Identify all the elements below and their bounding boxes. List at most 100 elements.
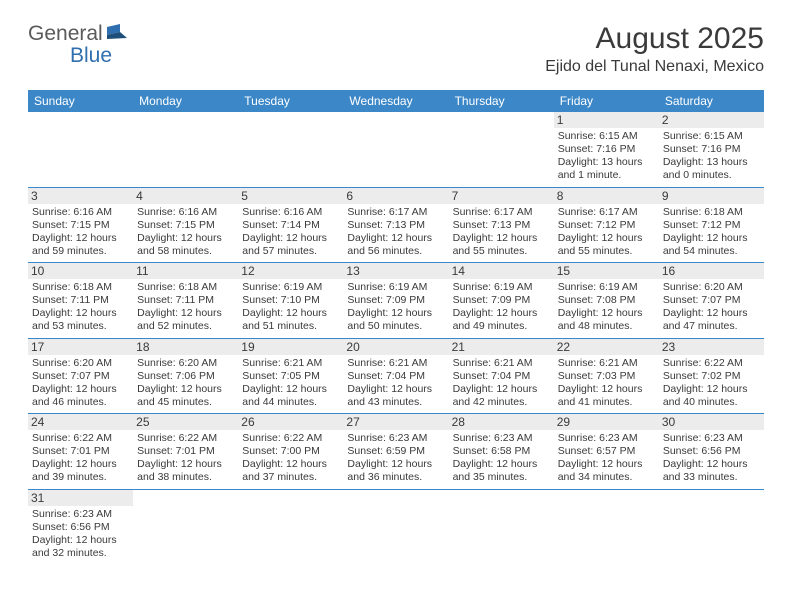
- calendar-cell: 22Sunrise: 6:21 AMSunset: 7:03 PMDayligh…: [554, 338, 659, 414]
- day-details: Sunrise: 6:17 AMSunset: 7:12 PMDaylight:…: [558, 206, 655, 259]
- calendar-cell: 13 Sunrise: 6:19 AMSunset: 7:09 PMDayligh…: [343, 263, 448, 339]
- calendar-cell: 15Sunrise: 6:19 AMSunset: 7:08 PMDayligh…: [554, 263, 659, 339]
- calendar-row: 3Sunrise: 6:16 AMSunset: 7:15 PMDaylight…: [28, 187, 764, 263]
- day-details: Sunrise: 6:18 AMSunset: 7:11 PMDaylight:…: [32, 281, 129, 334]
- day-number: 28: [449, 414, 554, 430]
- month-title: August 2025: [545, 22, 764, 56]
- calendar-row: 24Sunrise: 6:22 AMSunset: 7:01 PMDayligh…: [28, 414, 764, 490]
- day-details: Sunrise: 6:17 AMSunset: 7:13 PMDaylight:…: [347, 206, 444, 259]
- day-number: 15: [554, 263, 659, 279]
- day-number: 17: [28, 339, 133, 355]
- day-details: Sunrise: 6:19 AMSunset: 7:09 PMDaylight:…: [347, 281, 444, 334]
- day-details: Sunrise: 6:16 AMSunset: 7:14 PMDaylight:…: [242, 206, 339, 259]
- day-number: 26: [238, 414, 343, 430]
- day-number: 6: [343, 188, 448, 204]
- day-details: Sunrise: 6:20 AMSunset: 7:06 PMDaylight:…: [137, 357, 234, 410]
- logo-text-general: General: [28, 22, 103, 46]
- calendar-cell: 30 Sunrise: 6:23 AMSunset: 6:56 PMDayligh…: [659, 414, 764, 490]
- day-details: Sunrise: 6:18 AMSunset: 7:11 PMDaylight:…: [137, 281, 234, 334]
- calendar-cell: 23 Sunrise: 6:22 AMSunset: 7:02 PMDayligh…: [659, 338, 764, 414]
- logo-text-blue: Blue: [70, 44, 112, 68]
- calendar-cell: [343, 489, 448, 564]
- day-number: 10: [28, 263, 133, 279]
- calendar-cell: [449, 489, 554, 564]
- calendar-row: 10Sunrise: 6:18 AMSunset: 7:11 PMDayligh…: [28, 263, 764, 339]
- day-number: 1: [554, 112, 659, 128]
- calendar-row: 1Sunrise: 6:15 AMSunset: 7:16 PMDaylight…: [28, 112, 764, 187]
- calendar-row: 17 Sunrise: 6:20 AMSunset: 7:07 PMDayligh…: [28, 338, 764, 414]
- logo: General Blue: [28, 22, 131, 46]
- day-details: Sunrise: 6:22 AMSunset: 7:01 PMDaylight:…: [32, 432, 129, 485]
- day-number: 25: [133, 414, 238, 430]
- day-details: Sunrise: 6:23 AMSunset: 6:59 PMDaylight:…: [347, 432, 444, 485]
- day-number: 18: [133, 339, 238, 355]
- calendar-cell: [133, 489, 238, 564]
- day-details: Sunrise: 6:19 AMSunset: 7:10 PMDaylight:…: [242, 281, 339, 334]
- day-number: 7: [449, 188, 554, 204]
- calendar-cell: 1 Sunrise: 6:15 AMSunset: 7:16 PMDaylight…: [554, 112, 659, 187]
- day-number: 29: [554, 414, 659, 430]
- day-number: 23: [659, 339, 764, 355]
- calendar-cell: 14 Sunrise: 6:19 AMSunset: 7:09 PMDayligh…: [449, 263, 554, 339]
- calendar-cell: [28, 112, 133, 187]
- day-number: 22: [554, 339, 659, 355]
- calendar-cell: 7 Sunrise: 6:17 AMSunset: 7:13 PMDaylight…: [449, 187, 554, 263]
- title-block: August 2025 Ejido del Tunal Nenaxi, Mexi…: [545, 22, 764, 76]
- calendar-cell: 6 Sunrise: 6:17 AMSunset: 7:13 PMDaylight…: [343, 187, 448, 263]
- day-details: Sunrise: 6:22 AMSunset: 7:00 PMDaylight:…: [242, 432, 339, 485]
- calendar-cell: 12 Sunrise: 6:19 AMSunset: 7:10 PMDayligh…: [238, 263, 343, 339]
- day-number: 3: [28, 188, 133, 204]
- calendar-cell: 10 Sunrise: 6:18 AMSunset: 7:11 PMDayligh…: [28, 263, 133, 339]
- day-details: Sunrise: 6:18 AMSunset: 7:12 PMDaylight:…: [663, 206, 760, 259]
- day-header: Friday: [554, 90, 659, 112]
- day-details: Sunrise: 6:20 AMSunset: 7:07 PMDaylight:…: [32, 357, 129, 410]
- day-number: 12: [238, 263, 343, 279]
- day-details: Sunrise: 6:21 AMSunset: 7:04 PMDaylight:…: [347, 357, 444, 410]
- location: Ejido del Tunal Nenaxi, Mexico: [545, 58, 764, 76]
- calendar-cell: 8 Sunrise: 6:17 AMSunset: 7:12 PMDaylight…: [554, 187, 659, 263]
- day-number: 9: [659, 188, 764, 204]
- day-number: 20: [343, 339, 448, 355]
- calendar-table: Sunday Monday Tuesday Wednesday Thursday…: [28, 90, 764, 564]
- day-details: Sunrise: 6:21 AMSunset: 7:05 PMDaylight:…: [242, 357, 339, 410]
- header: General Blue August 2025 Ejido del Tunal…: [0, 0, 792, 84]
- calendar-cell: 3 Sunrise: 6:16 AMSunset: 7:15 PMDaylight…: [28, 187, 133, 263]
- day-details: Sunrise: 6:15 AMSunset: 7:16 PMDaylight:…: [558, 130, 655, 183]
- calendar-cell: 21 Sunrise: 6:21 AMSunset: 7:04 PMDayligh…: [449, 338, 554, 414]
- calendar-cell: 18 Sunrise: 6:20 AMSunset: 7:06 PMDayligh…: [133, 338, 238, 414]
- day-details: Sunrise: 6:23 AMSunset: 6:56 PMDaylight:…: [32, 508, 129, 561]
- day-number: 30: [659, 414, 764, 430]
- day-details: Sunrise: 6:16 AMSunset: 7:15 PMDaylight:…: [137, 206, 234, 259]
- calendar-cell: [238, 489, 343, 564]
- calendar-cell: 11 Sunrise: 6:18 AMSunset: 7:11 PMDayligh…: [133, 263, 238, 339]
- day-header: Sunday: [28, 90, 133, 112]
- calendar-cell: [554, 489, 659, 564]
- day-header: Tuesday: [238, 90, 343, 112]
- calendar-cell: 25Sunrise: 6:22 AMSunset: 7:01 PMDayligh…: [133, 414, 238, 490]
- day-details: Sunrise: 6:16 AMSunset: 7:15 PMDaylight:…: [32, 206, 129, 259]
- day-details: Sunrise: 6:23 AMSunset: 6:57 PMDaylight:…: [558, 432, 655, 485]
- calendar-cell: 9 Sunrise: 6:18 AMSunset: 7:12 PMDaylight…: [659, 187, 764, 263]
- day-number: 8: [554, 188, 659, 204]
- day-details: Sunrise: 6:22 AMSunset: 7:02 PMDaylight:…: [663, 357, 760, 410]
- day-details: Sunrise: 6:20 AMSunset: 7:07 PMDaylight:…: [663, 281, 760, 334]
- day-number: 21: [449, 339, 554, 355]
- day-number: 16: [659, 263, 764, 279]
- calendar-cell: [133, 112, 238, 187]
- day-number: 11: [133, 263, 238, 279]
- calendar-cell: 19Sunrise: 6:21 AMSunset: 7:05 PMDayligh…: [238, 338, 343, 414]
- day-number: 14: [449, 263, 554, 279]
- day-details: Sunrise: 6:19 AMSunset: 7:09 PMDaylight:…: [453, 281, 550, 334]
- flag-icon: [107, 24, 129, 45]
- day-details: Sunrise: 6:23 AMSunset: 6:58 PMDaylight:…: [453, 432, 550, 485]
- calendar-row: 31Sunrise: 6:23 AMSunset: 6:56 PMDayligh…: [28, 489, 764, 564]
- calendar-cell: 29 Sunrise: 6:23 AMSunset: 6:57 PMDayligh…: [554, 414, 659, 490]
- calendar-cell: [343, 112, 448, 187]
- calendar-cell: [449, 112, 554, 187]
- day-details: Sunrise: 6:15 AMSunset: 7:16 PMDaylight:…: [663, 130, 760, 183]
- day-number: 13: [343, 263, 448, 279]
- day-details: Sunrise: 6:23 AMSunset: 6:56 PMDaylight:…: [663, 432, 760, 485]
- calendar-cell: 27Sunrise: 6:23 AMSunset: 6:59 PMDayligh…: [343, 414, 448, 490]
- day-details: Sunrise: 6:21 AMSunset: 7:04 PMDaylight:…: [453, 357, 550, 410]
- day-details: Sunrise: 6:17 AMSunset: 7:13 PMDaylight:…: [453, 206, 550, 259]
